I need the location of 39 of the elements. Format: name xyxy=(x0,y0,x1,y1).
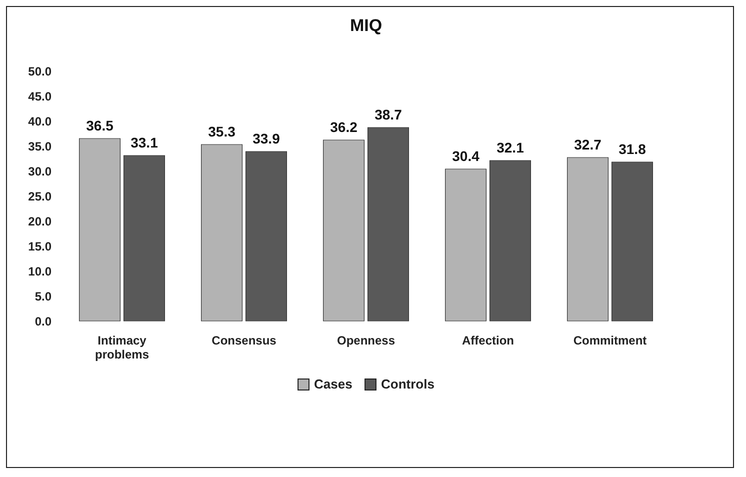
data-label: 38.7 xyxy=(374,106,402,122)
bar xyxy=(201,144,243,322)
bar xyxy=(489,160,531,322)
data-label: 32.1 xyxy=(496,140,524,156)
y-tick-label: 30.0 xyxy=(28,164,52,178)
y-tick-label: 0.0 xyxy=(34,314,52,328)
data-label: 33.1 xyxy=(130,134,158,150)
data-label: 36.5 xyxy=(86,118,114,134)
x-tick-label: Consensus xyxy=(212,334,277,348)
y-tick-label: 5.0 xyxy=(34,290,52,304)
legend-label: Cases xyxy=(314,376,352,392)
y-tick-label: 20.0 xyxy=(28,214,52,228)
y-tick-label: 40.0 xyxy=(28,114,52,128)
bar xyxy=(611,162,653,322)
bar xyxy=(123,155,165,322)
x-tick-label: Commitment xyxy=(573,334,647,348)
data-label: 31.8 xyxy=(618,141,646,157)
y-tick-label: 25.0 xyxy=(28,190,52,204)
data-label: 35.3 xyxy=(208,124,236,140)
bar xyxy=(567,157,609,322)
bar xyxy=(79,138,121,322)
data-label: 36.2 xyxy=(330,119,358,135)
y-tick-label: 15.0 xyxy=(28,240,52,254)
y-tick-label: 45.0 xyxy=(28,90,52,104)
bar xyxy=(323,140,365,322)
x-tick-label: Openness xyxy=(336,334,396,348)
x-tick-label: Affection xyxy=(462,334,514,348)
x-tick-label: Intimacy problems xyxy=(94,334,150,362)
chart-title: MIQ xyxy=(350,16,382,35)
y-tick-label: 35.0 xyxy=(28,140,52,154)
legend-label: Controls xyxy=(381,376,434,392)
bar xyxy=(445,168,487,322)
bar xyxy=(367,127,409,322)
y-tick-label: 10.0 xyxy=(28,264,52,278)
data-label: 32.7 xyxy=(574,136,602,152)
y-tick-label: 50.0 xyxy=(28,64,52,78)
bar xyxy=(245,151,287,322)
data-label: 33.9 xyxy=(252,130,280,146)
data-label: 30.4 xyxy=(452,148,480,164)
